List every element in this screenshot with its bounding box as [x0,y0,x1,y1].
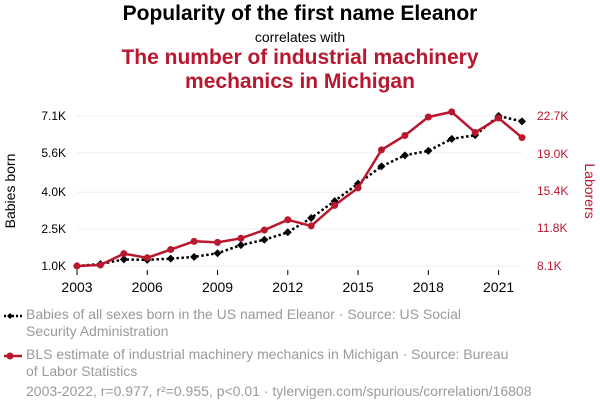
series-2-point [471,128,479,136]
legend-text-2-line1: BLS estimate of industrial machinery mec… [26,346,509,362]
x-tick-label: 2021 [483,279,514,295]
series-2-point [354,184,362,192]
x-tick-label: 2015 [342,279,373,295]
legend-text-1-line2: Security Administration [26,323,169,339]
series-2-point [518,134,526,142]
x-tick-label: 2012 [272,279,303,295]
series-2-point [237,234,245,242]
right-tick-label: 15.4K [537,184,568,198]
series-2-point [214,238,222,246]
series-2-point [424,113,432,121]
legend-swatch-2 [4,352,22,360]
chart-title: Popularity of the first name Eleanor [122,2,478,25]
right-tick-label: 22.7K [537,109,568,123]
series-1-point [307,214,316,223]
series-2-point [307,222,315,230]
series-1-point [283,228,292,237]
left-tick-label: 7.1K [41,109,66,123]
series-2-point [377,146,385,154]
series-2-point [448,108,456,116]
series-1-point [518,117,526,126]
series-1-point [400,151,409,160]
series-2-point [331,201,339,209]
left-axis-title: Babies born [2,154,18,229]
left-tick-label: 2.5K [41,222,66,236]
right-tick-label: 11.8K [537,221,567,235]
series-2-point [284,216,292,224]
series-line-2 [76,110,523,268]
series-1-point [213,249,222,258]
series-1-point [447,134,456,143]
x-tick-label: 2009 [202,279,233,295]
legend-text-2: BLS estimate of industrial machinery mec… [26,346,526,380]
legend-swatch-1 [4,313,22,319]
series-2-point [167,246,175,254]
legend-text-2-line2: of Labor Statistics [26,363,138,379]
x-tick-label: 2006 [132,279,163,295]
chart-title-secondary: The number of industrial machinery mecha… [60,46,540,94]
series-1-point [166,254,175,263]
series-1-point [424,146,433,155]
right-tick-label: 8.1K [537,259,562,273]
left-tick-label: 5.6K [41,146,66,160]
series-1-point [119,255,128,264]
right-tick-label: 19.0K [537,147,568,161]
legend-text-1-line1: Babies of all sexes born in the US named… [26,306,462,322]
series-2-point [190,237,198,245]
legend-text-1: Babies of all sexes born in the US named… [26,306,526,340]
series-2-point [495,114,503,122]
x-tick-label: 2018 [413,279,444,295]
right-axis-title: Laborers [582,163,598,218]
line-chart: 1.0K 2.5K 4.0K 5.6K 7.1K 8.1K 11.8K 15.4K 19.0K 2… [2,108,598,295]
series-2-point [401,132,409,140]
title2-line2: mechanics in Michigan [185,70,415,93]
series-1-point [377,162,386,171]
series-2-point [73,262,81,270]
series-1-point [236,241,245,250]
series-2-point [96,261,104,269]
chart-subtitle: correlates with [254,29,346,45]
left-tick-label: 4.0K [41,185,66,199]
series-2-point [260,226,268,234]
left-tick-label: 1.0K [41,259,66,273]
series-2-point [120,250,128,258]
x-tick-label: 2003 [61,279,92,295]
chart-footer: 2003-2022, r=0.977, r²=0.955, p<0.01 · t… [26,383,532,399]
title2-line1: The number of industrial machinery [121,46,479,69]
series-line-1 [76,114,523,268]
series-2-point [143,254,151,262]
series-1-point [190,252,199,261]
series-1-point [260,235,269,244]
